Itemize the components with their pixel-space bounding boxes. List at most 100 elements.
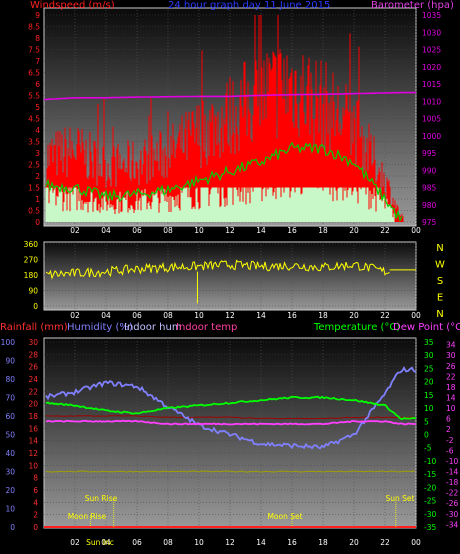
wind-tick-label: 5.5	[28, 92, 40, 101]
hour-tick-label: 04	[101, 311, 111, 320]
hour-tick-label: 18	[318, 538, 328, 547]
hour-tick-label: 14	[256, 311, 266, 320]
hour-tick-label: 22	[380, 311, 390, 320]
wind-tick-label: 1	[35, 195, 40, 204]
rain-tick-label: 14	[28, 437, 38, 446]
humidity-tick-label: 60	[5, 412, 15, 421]
wind-tick-label: 1.5	[28, 184, 40, 193]
hour-tick-label: 16	[287, 226, 297, 235]
dewpoint-tick-label: 6	[446, 415, 451, 424]
wind-tick-label: 9	[35, 11, 40, 20]
hour-tick-label: 16	[287, 311, 297, 320]
dewpoint-tick-label: -6	[446, 446, 454, 455]
baro-tick-label: 1030	[422, 28, 441, 37]
dewpoint-tick-label: 10	[446, 404, 456, 413]
hour-tick-label: 06	[132, 538, 142, 547]
hour-tick-label: 00	[411, 226, 421, 235]
hour-tick-label: 08	[163, 226, 173, 235]
wind-chart: 9 8.5 8 7.5 7 6.5 6 5.5 5 4.5 4 3.5 3 2.5 2 1.5 1 0.5 0 103…	[28, 10, 441, 227]
wind-title: Windspeed (m/s)	[30, 0, 115, 11]
baro-title: Barometer (hpa)	[371, 0, 454, 11]
hour-tick-label: 04	[101, 538, 111, 547]
rain-tick-label: 24	[28, 375, 38, 384]
hour-tick-label: 12	[225, 311, 235, 320]
temperature-title: Temperature (°C)	[313, 322, 400, 333]
humidity-tick-label: 70	[5, 394, 15, 403]
hour-tick-label: 12	[225, 226, 235, 235]
hour-tick-label: 04	[101, 226, 111, 235]
wind-tick-label: 2	[35, 172, 40, 181]
baro-tick-label: 995	[422, 149, 437, 158]
dewpoint-title: Dew Point (°C)	[393, 322, 460, 333]
dewpoint-tick-label: 2	[446, 425, 451, 434]
wind-tick-label: 4.5	[28, 115, 40, 124]
sun-set-label: Sun Set	[386, 494, 415, 503]
direction-tick-label: 270	[24, 256, 39, 265]
direction-tick-label: 0	[33, 302, 38, 311]
hour-tick-label: 06	[132, 226, 142, 235]
moon-rise-label: Moon Rise	[68, 512, 107, 521]
rain-tick-label: 28	[28, 350, 38, 359]
rain-tick-label: 20	[28, 400, 38, 409]
humidity-tick-label: 100	[1, 338, 16, 347]
indoor-hum-title: Indoor hum	[124, 322, 182, 333]
temperature-tick-label: -30	[424, 510, 436, 519]
barometer-line	[43, 91, 416, 101]
hour-tick-label: 00	[411, 311, 421, 320]
dewpoint-tick-label: -10	[446, 457, 458, 466]
dewpoint-tick-label: 14	[446, 394, 456, 403]
baro-tick-label: 985	[422, 184, 437, 193]
compass-label: N	[436, 309, 443, 320]
rain-tick-label: 6	[33, 486, 38, 495]
humidity-tick-label: 50	[5, 431, 15, 440]
dewpoint-tick-label: -18	[446, 478, 458, 487]
dewpoint-tick-label: 26	[446, 362, 456, 371]
humidity-tick-label: 90	[5, 357, 15, 366]
indoor-temp-title: Indoor temp	[176, 322, 237, 333]
dewpoint-tick-label: -2	[446, 436, 454, 445]
temperature-tick-label: -15	[424, 470, 436, 479]
rain-tick-label: 8	[33, 474, 38, 483]
wind-tick-label: 6	[35, 80, 40, 89]
rain-tick-label: 26	[28, 363, 38, 372]
dewpoint-tick-label: -26	[446, 499, 458, 508]
hour-tick-label: 10	[194, 311, 204, 320]
humidity-title: Humidity (%)	[67, 322, 133, 333]
temperature-tick-label: -10	[424, 457, 436, 466]
wind-tick-label: 8.5	[28, 23, 40, 32]
compass-label: W	[435, 260, 445, 271]
humidity-tick-label: 80	[5, 375, 15, 384]
temperature-tick-label: -5	[424, 444, 432, 453]
hour-tick-label: 02	[70, 226, 80, 235]
baro-tick-label: 1010	[422, 97, 441, 106]
wind-tick-label: 2.5	[28, 161, 40, 170]
hour-tick-label: 08	[163, 538, 173, 547]
dewpoint-tick-label: -34	[446, 520, 458, 529]
hour-tick-label: 08	[163, 311, 173, 320]
baro-tick-label: 1020	[422, 63, 441, 72]
indoor-hum-line	[45, 470, 416, 473]
direction-tick-label: 180	[24, 271, 39, 280]
sun-rise-label: Sun Rise	[85, 494, 118, 503]
direction-tick-label: 360	[24, 240, 39, 249]
direction-line	[45, 259, 390, 280]
hour-tick-label: 20	[349, 226, 359, 235]
humidity-tick-label: 20	[5, 486, 15, 495]
avg-wind-line	[45, 141, 403, 223]
moon-set-label: Moon Set	[267, 512, 302, 521]
hour-tick-label: 20	[349, 538, 359, 547]
rain-tick-label: 16	[28, 424, 38, 433]
rain-tick-label: 12	[28, 449, 38, 458]
temperature-tick-label: 10	[424, 404, 434, 413]
compass-label: N	[436, 243, 443, 254]
hour-tick-label: 14	[256, 226, 266, 235]
wind-tick-label: 5	[35, 103, 40, 112]
hour-tick-label: 06	[132, 311, 142, 320]
hour-tick-label: 18	[318, 311, 328, 320]
wind-tick-label: 3.5	[28, 138, 40, 147]
humidity-line	[45, 366, 417, 450]
dewpoint-tick-label: -22	[446, 489, 458, 498]
wind-tick-label: 7	[35, 57, 40, 66]
